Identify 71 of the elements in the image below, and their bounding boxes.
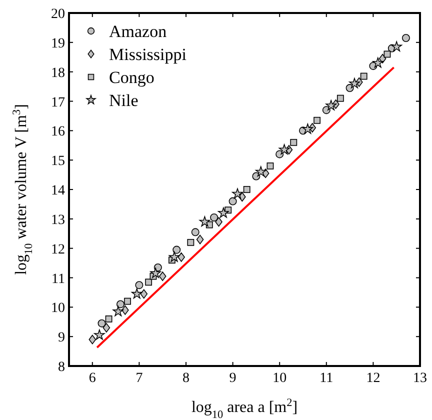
point: [187, 238, 194, 246]
y-tick-label: 8: [58, 360, 65, 375]
point: [191, 228, 200, 236]
point: [378, 54, 386, 64]
x-tick-label: 12: [366, 371, 380, 386]
point: [131, 288, 142, 299]
point: [94, 329, 105, 340]
point: [322, 106, 330, 114]
point: [402, 34, 410, 42]
point: [349, 78, 360, 88]
point: [384, 50, 391, 58]
y-tick-label: 18: [51, 66, 65, 81]
x-tick-label: 11: [320, 371, 334, 386]
legend-label: Amazon: [109, 22, 168, 41]
y-tick-label: 20: [51, 7, 65, 22]
point: [122, 305, 129, 315]
point: [116, 300, 124, 308]
point: [336, 94, 344, 102]
point: [218, 207, 229, 218]
y-tick-label: 9: [58, 330, 65, 346]
point: [98, 319, 106, 328]
point: [243, 186, 250, 193]
point: [88, 334, 96, 344]
point: [210, 213, 218, 222]
point: [150, 268, 161, 278]
x-tick-label: 6: [88, 371, 96, 386]
point: [228, 197, 237, 206]
y-tick-label: 13: [51, 212, 65, 228]
point: [105, 315, 112, 322]
legend-label: Congo: [109, 68, 154, 87]
point: [360, 72, 368, 80]
point: [372, 57, 384, 68]
point: [314, 116, 320, 124]
point: [140, 289, 148, 299]
point: [154, 263, 162, 272]
x-tick-label: 8: [182, 371, 190, 386]
point: [326, 100, 336, 110]
y-tick-label: 10: [51, 301, 65, 316]
point: [290, 138, 298, 146]
x-tick-label: 10: [272, 371, 287, 386]
point: [158, 272, 166, 281]
point: [172, 246, 181, 254]
x-tick-label: 13: [413, 371, 427, 386]
x-tick-label: 9: [229, 371, 236, 386]
legend-label: Mississippi: [109, 45, 187, 64]
point: [232, 188, 243, 199]
point: [112, 306, 124, 316]
point: [196, 234, 204, 244]
point: [266, 162, 274, 170]
x-axis-title: log$_{10}$ area a [m$^{2}$]: [191, 397, 298, 420]
y-tick-label: 11: [52, 272, 65, 287]
point: [178, 252, 185, 262]
point: [135, 281, 144, 290]
y-tick-label: 12: [51, 242, 65, 258]
point: [168, 251, 180, 262]
point: [199, 216, 210, 227]
point: [302, 124, 314, 134]
y-tick-label: 15: [51, 154, 65, 170]
point: [145, 278, 152, 286]
y-tick-label: 16: [51, 124, 65, 140]
x-tick-label: 7: [136, 371, 143, 386]
y-tick-label: 19: [51, 36, 65, 52]
point: [278, 144, 290, 154]
point: [255, 166, 266, 177]
y-tick-label: 14: [51, 184, 65, 198]
point: [391, 41, 402, 52]
point: [215, 217, 222, 227]
legend-label: Nile: [109, 91, 138, 110]
point: [102, 323, 110, 332]
point: [124, 298, 131, 305]
y-tick-label: 17: [51, 95, 65, 110]
